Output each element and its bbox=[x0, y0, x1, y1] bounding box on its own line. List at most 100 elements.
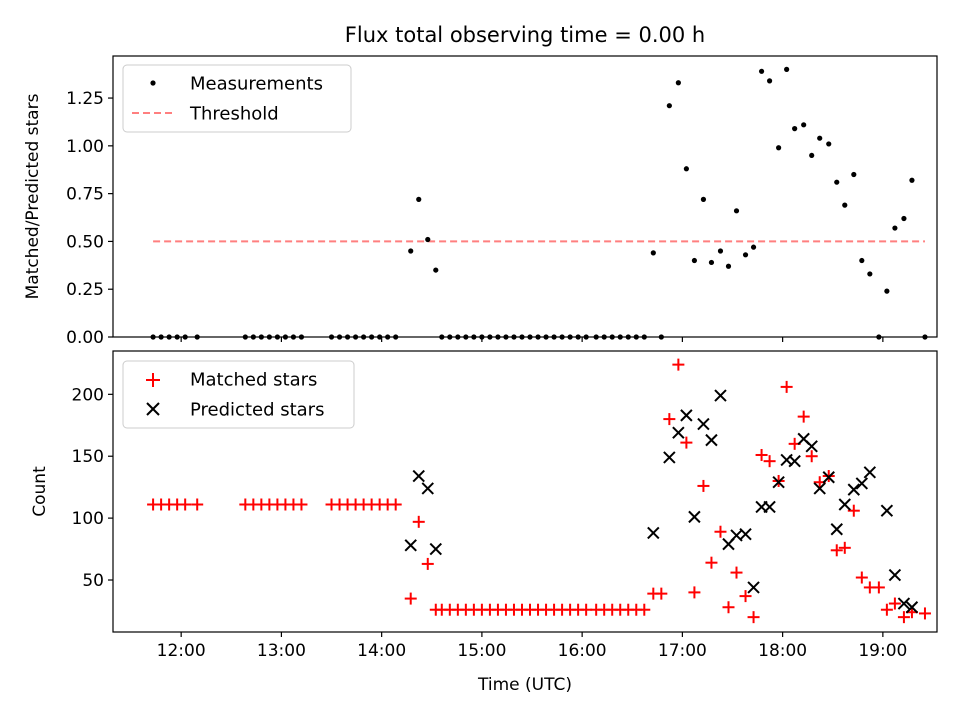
bottom-panel-x-ticks: 12:00 13:00 14:00 15:00 16:00 17:00 18:00 19:00 bbox=[157, 632, 907, 661]
bottom-ytick-label: 150 bbox=[72, 447, 104, 467]
matched-star-point bbox=[830, 544, 843, 557]
bottom-panel-ylabel: Count bbox=[30, 466, 50, 517]
predicted-star-point bbox=[772, 476, 785, 489]
measurement-point bbox=[901, 215, 907, 222]
top-ytick-label: 0.50 bbox=[66, 232, 104, 252]
x-axis-label: Time (UTC) bbox=[477, 675, 572, 695]
predicted-star-point bbox=[714, 389, 727, 402]
xtick-label: 15:00 bbox=[457, 641, 506, 661]
matched-star-point bbox=[404, 592, 417, 605]
measurement-point bbox=[666, 103, 672, 109]
measurement-point bbox=[826, 141, 832, 147]
predicted-star-point bbox=[739, 527, 752, 541]
measurement-point bbox=[817, 135, 823, 141]
measurement-point bbox=[884, 288, 890, 294]
legend-predicted-label: Predicted stars bbox=[190, 400, 324, 421]
xtick-label: 18:00 bbox=[758, 641, 807, 661]
measurement-point bbox=[425, 236, 431, 243]
measurement-point bbox=[909, 177, 915, 183]
measurement-point bbox=[408, 248, 414, 254]
top-ytick-label: 1.25 bbox=[66, 89, 104, 109]
matched-star-point bbox=[855, 571, 868, 584]
top-ytick-label: 1.00 bbox=[66, 137, 104, 157]
predicted-star-point bbox=[647, 526, 660, 540]
xtick-label: 19:00 bbox=[858, 641, 907, 661]
predicted-star-point bbox=[663, 451, 676, 464]
xtick-label: 17:00 bbox=[658, 641, 707, 661]
top-ytick-label: 0.25 bbox=[66, 280, 104, 300]
matched-star-point bbox=[714, 525, 727, 538]
matched-star-point bbox=[688, 586, 701, 599]
measurement-point bbox=[859, 257, 865, 264]
predicted-star-point bbox=[863, 466, 877, 479]
predicted-star-point bbox=[822, 471, 835, 484]
top-legend-frame bbox=[122, 64, 352, 133]
measurement-point bbox=[675, 80, 681, 86]
measurement-point bbox=[708, 259, 715, 266]
matched-star-point bbox=[847, 504, 860, 517]
measurement-point bbox=[733, 208, 740, 214]
predicted-star-point bbox=[847, 483, 861, 496]
bottom-panel-frame bbox=[112, 350, 938, 633]
predicted-star-point bbox=[697, 417, 710, 431]
matched-star-point bbox=[747, 611, 760, 624]
matched-star-point bbox=[191, 498, 204, 511]
predicted-star-point bbox=[813, 482, 826, 495]
measurement-point bbox=[784, 66, 790, 72]
matched-star-point bbox=[705, 556, 718, 569]
predicted-star-point bbox=[763, 500, 776, 514]
matched-star-point bbox=[389, 498, 402, 511]
predicted-star-point bbox=[905, 601, 919, 614]
predicted-star-point bbox=[412, 469, 425, 483]
predicted-star-point bbox=[404, 539, 417, 552]
measurement-point bbox=[416, 196, 422, 202]
matched-star-point bbox=[655, 587, 668, 600]
predicted-star-point bbox=[838, 498, 851, 511]
legend-predicted-marker bbox=[146, 402, 160, 416]
top-panel-legend: Measurements Threshold bbox=[122, 64, 352, 133]
matched-star-point bbox=[805, 450, 818, 463]
top-panel-x-ticks bbox=[180, 337, 884, 342]
predicted-star-point bbox=[788, 454, 801, 468]
predicted-star-point bbox=[680, 409, 693, 422]
measurement-point bbox=[892, 225, 898, 231]
matched-star-point bbox=[638, 603, 651, 616]
predicted-star-point bbox=[855, 477, 869, 490]
measurement-point bbox=[792, 126, 798, 132]
matched-star-point bbox=[755, 448, 768, 461]
measurement-point bbox=[742, 252, 749, 258]
predicted-star-point bbox=[830, 523, 843, 536]
measurement-point bbox=[750, 244, 757, 250]
matched-star-point bbox=[179, 498, 192, 511]
predicted-star-point bbox=[897, 597, 911, 610]
measurement-point bbox=[717, 248, 724, 254]
top-panel: 0.00 0.25 0.50 0.75 1.00 1.25 Matched/Predict… bbox=[23, 55, 938, 348]
top-panel-frame bbox=[112, 55, 938, 338]
matched-star-point bbox=[730, 566, 743, 579]
predicted-star-point bbox=[805, 440, 818, 453]
bottom-legend-frame bbox=[122, 360, 355, 429]
measurement-point bbox=[851, 171, 857, 178]
measurement-point bbox=[691, 257, 698, 264]
matched-star-point bbox=[918, 607, 931, 620]
matched-star-point bbox=[421, 557, 434, 570]
matched-star-point bbox=[797, 410, 810, 423]
bottom-ytick-label: 200 bbox=[72, 385, 104, 405]
matched-star-point bbox=[295, 498, 308, 511]
predicted-star-point bbox=[747, 581, 760, 594]
predicted-star-point bbox=[880, 504, 894, 517]
measurement-point bbox=[650, 250, 656, 256]
xtick-label: 16:00 bbox=[558, 641, 607, 661]
legend-measurements-label: Measurements bbox=[190, 74, 323, 95]
measurement-point bbox=[834, 179, 840, 185]
measurement-point bbox=[766, 78, 773, 84]
predicted-star-point bbox=[672, 426, 685, 439]
matched-star-point bbox=[663, 413, 676, 426]
measurement-point bbox=[809, 152, 815, 159]
top-ytick-label: 0.75 bbox=[66, 185, 104, 205]
matched-star-point bbox=[780, 380, 793, 393]
matched-star-point bbox=[580, 603, 593, 616]
legend-matched-marker bbox=[146, 373, 160, 387]
top-panel-y-ticks: 0.00 0.25 0.50 0.75 1.00 1.25 bbox=[66, 89, 113, 348]
